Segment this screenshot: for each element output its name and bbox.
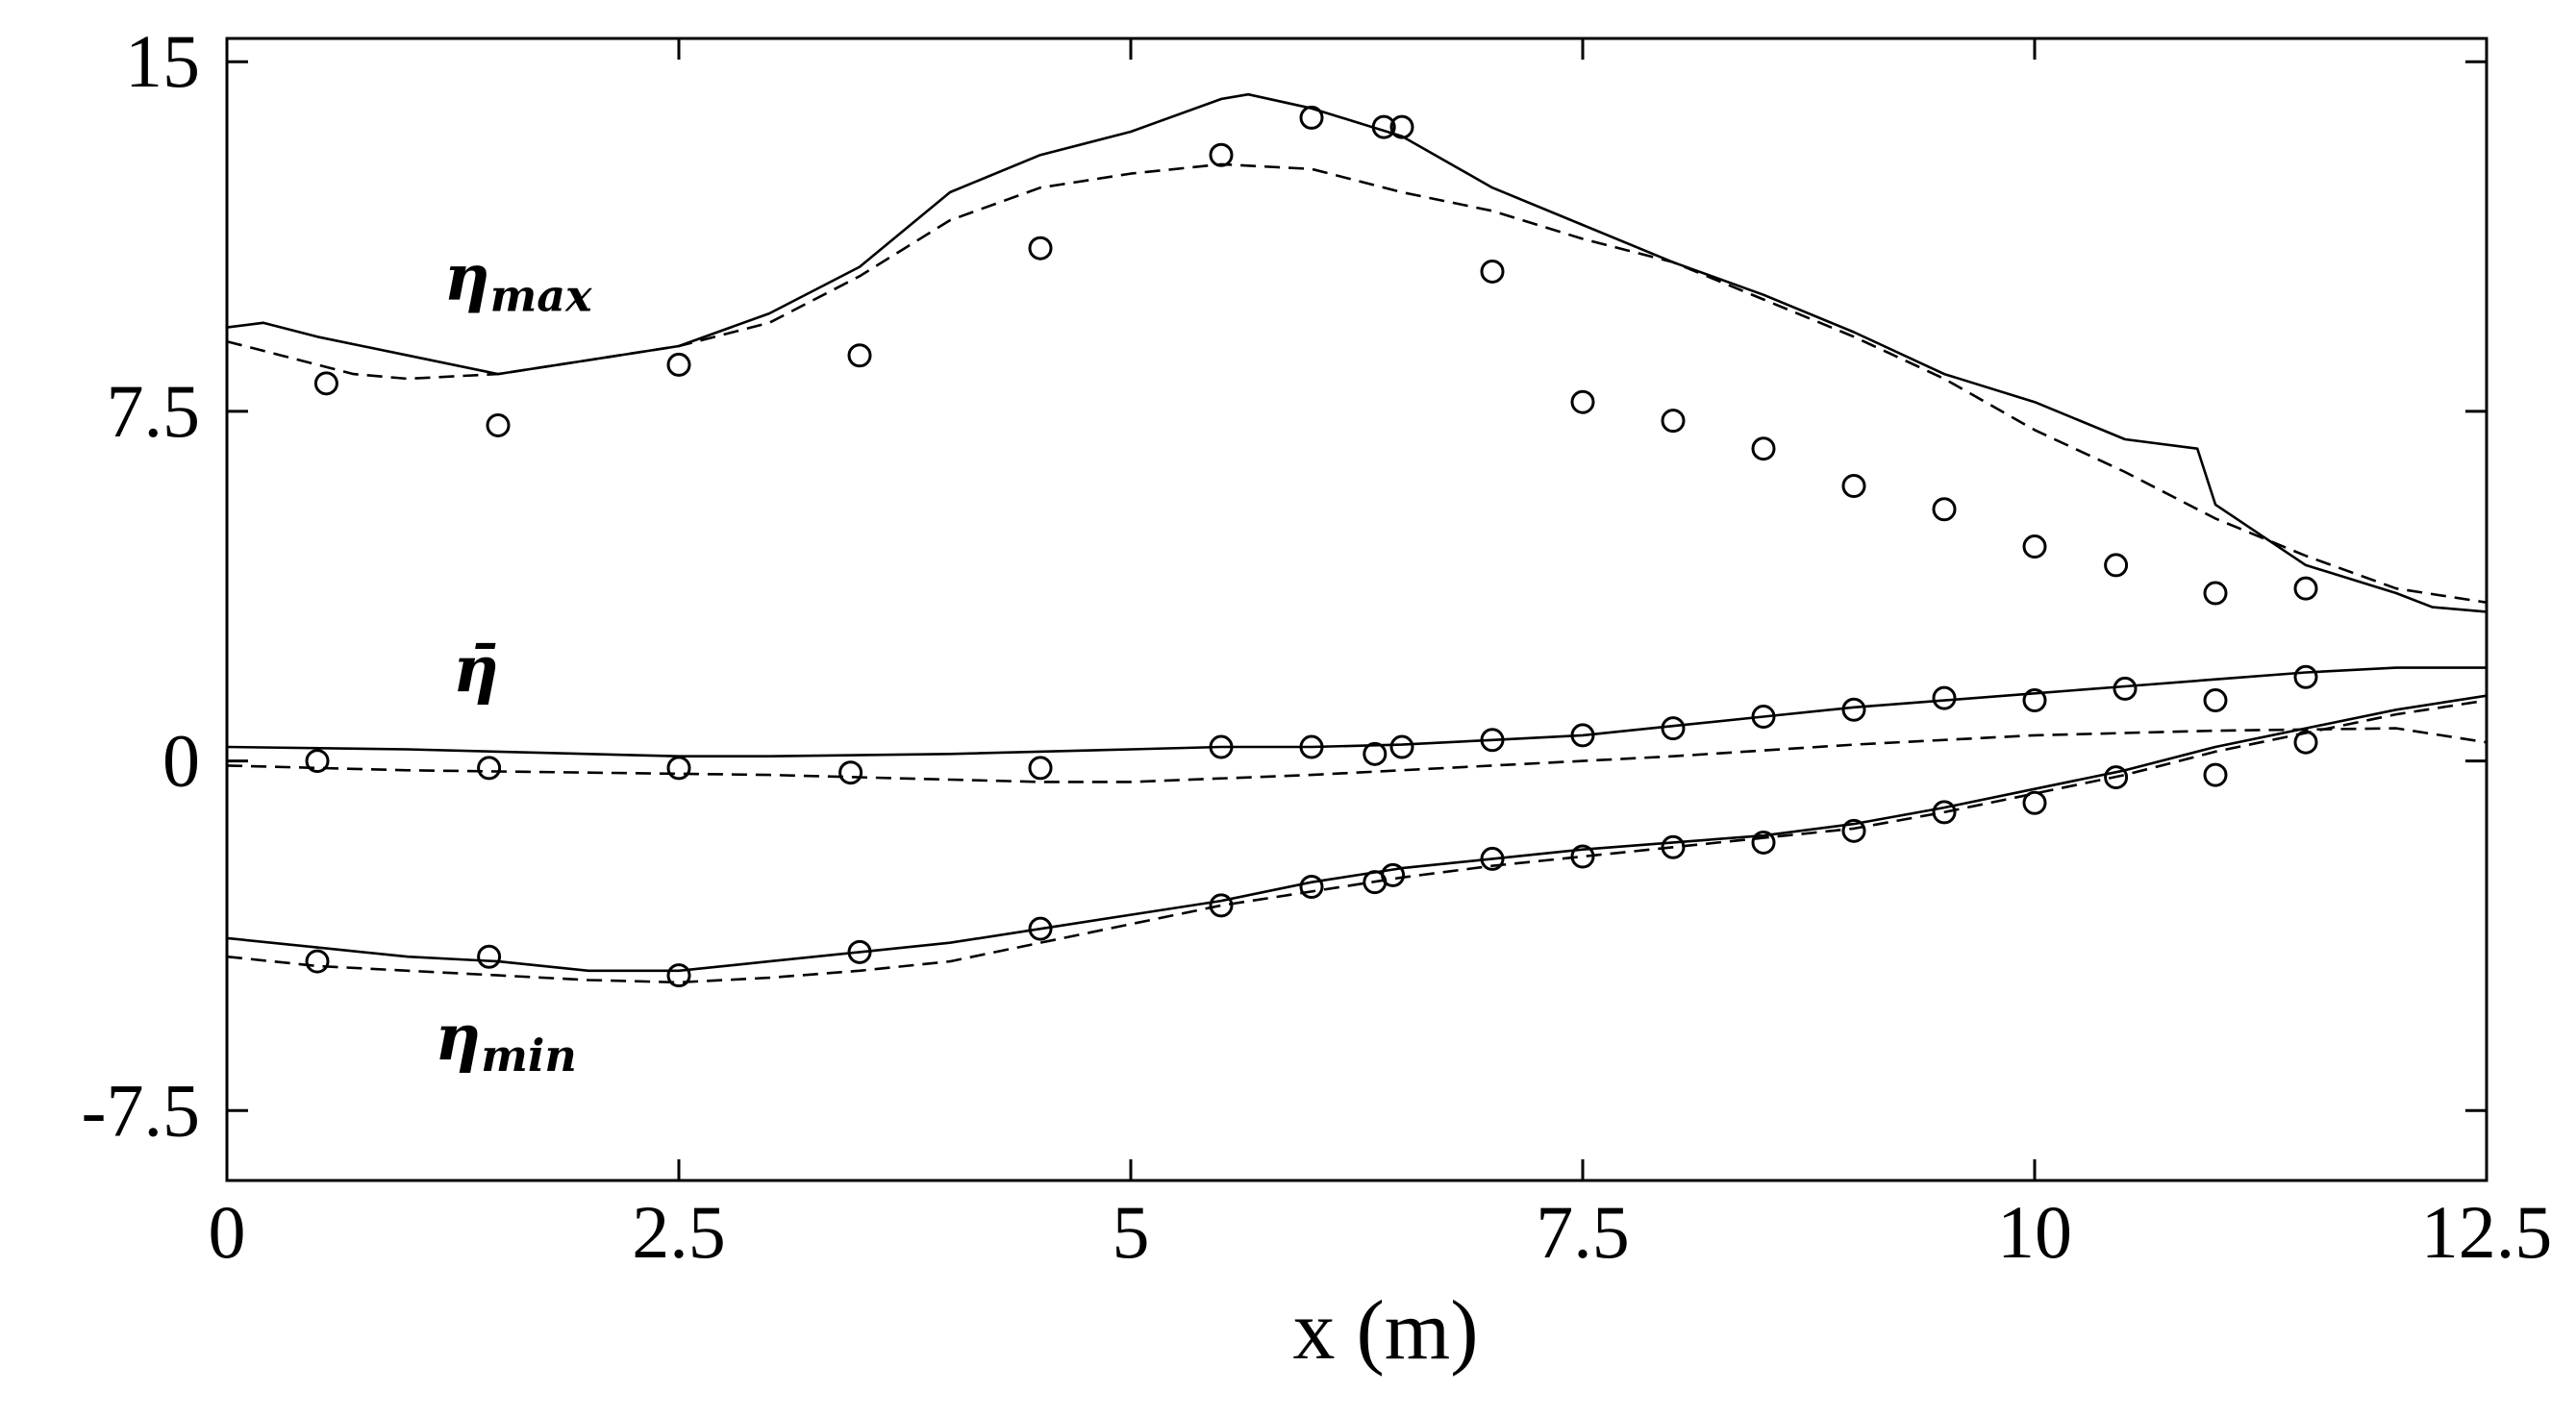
data-point <box>1751 830 1776 855</box>
data-point <box>477 756 502 781</box>
y-tick-label: 7.5 <box>107 369 201 453</box>
data-point <box>666 963 691 988</box>
data-point <box>1841 697 1866 722</box>
data-point <box>1028 756 1053 781</box>
data-point <box>1841 474 1866 499</box>
plot-frame <box>225 37 2488 1182</box>
marker-series-2 <box>313 105 2318 606</box>
annotation-label: ηmax <box>444 240 592 322</box>
data-point <box>1028 916 1053 941</box>
data-point <box>1028 236 1053 261</box>
data-point <box>838 760 863 785</box>
y-tick-label: 0 <box>163 719 200 803</box>
data-point <box>1932 800 1957 825</box>
data-point <box>1363 741 1388 766</box>
data-point <box>1570 389 1595 414</box>
data-point <box>1389 114 1414 139</box>
data-point <box>1209 734 1234 759</box>
data-point <box>2203 762 2228 787</box>
data-point <box>1570 844 1595 869</box>
ticks-layer: 0 2.5 5 7.5 10 12.5-7.507.515 <box>82 19 2553 1274</box>
data-point <box>666 352 691 377</box>
solid-line-6 <box>226 694 2488 973</box>
y-tick-label: -7.5 <box>82 1068 200 1152</box>
data-point <box>2293 576 2318 601</box>
data-point <box>1381 862 1406 887</box>
marker-series-8 <box>305 730 2318 988</box>
marker-series-5 <box>305 664 2318 785</box>
x-tick-label: 2.5 <box>632 1190 726 1274</box>
data-point <box>2022 534 2047 559</box>
dashed-line-1 <box>226 162 2488 604</box>
data-point <box>847 343 872 368</box>
data-point <box>1932 497 1957 522</box>
data-point <box>1932 685 1957 710</box>
data-point <box>1751 436 1776 461</box>
data-point <box>1661 716 1686 741</box>
x-tick-label: 5 <box>1113 1190 1150 1274</box>
data-point <box>477 944 502 969</box>
data-point <box>2022 688 2047 713</box>
data-point <box>1389 734 1414 759</box>
dashed-line-4 <box>226 727 2488 783</box>
data-point <box>1480 259 1505 284</box>
dashed-line-7 <box>226 699 2488 984</box>
data-point <box>305 749 330 774</box>
data-point <box>1371 114 1396 139</box>
data-point <box>1751 705 1776 730</box>
x-tick-label: 12.5 <box>2421 1190 2553 1274</box>
annotation-layer: ηmax η̄ ηmin <box>435 240 592 1081</box>
data-point <box>1209 142 1234 167</box>
data-point <box>1480 846 1505 871</box>
data-point <box>313 371 338 396</box>
data-point <box>1661 834 1686 859</box>
data-point <box>1570 723 1595 748</box>
x-tick-label: 10 <box>1997 1190 2072 1274</box>
data-point <box>1209 893 1234 918</box>
solid-line-3 <box>226 666 2487 758</box>
series-layer <box>226 92 2488 988</box>
data-point <box>2104 553 2129 578</box>
data-point <box>2203 688 2228 713</box>
data-point <box>2293 664 2318 689</box>
data-point <box>1299 875 1324 900</box>
data-point <box>486 412 511 437</box>
data-point <box>1299 734 1324 759</box>
data-point <box>666 756 691 781</box>
annotation-label: ηmin <box>435 1000 577 1081</box>
data-point <box>1661 409 1686 434</box>
x-tick-label: 0 <box>209 1190 246 1274</box>
data-point <box>2293 730 2318 755</box>
solid-line-0 <box>226 92 2488 613</box>
data-point <box>305 949 330 974</box>
x-axis-title: x (m) <box>1292 1284 1478 1378</box>
data-point <box>2113 676 2138 701</box>
annotation-label: η̄ <box>453 632 499 707</box>
data-point <box>1299 105 1324 130</box>
data-point <box>2022 790 2047 815</box>
y-tick-label: 15 <box>125 19 200 103</box>
data-point <box>1480 728 1505 753</box>
data-point <box>2104 765 2129 790</box>
data-point <box>1841 818 1866 843</box>
data-point <box>2203 581 2228 606</box>
x-tick-label: 7.5 <box>1536 1190 1630 1274</box>
data-point <box>847 939 872 964</box>
